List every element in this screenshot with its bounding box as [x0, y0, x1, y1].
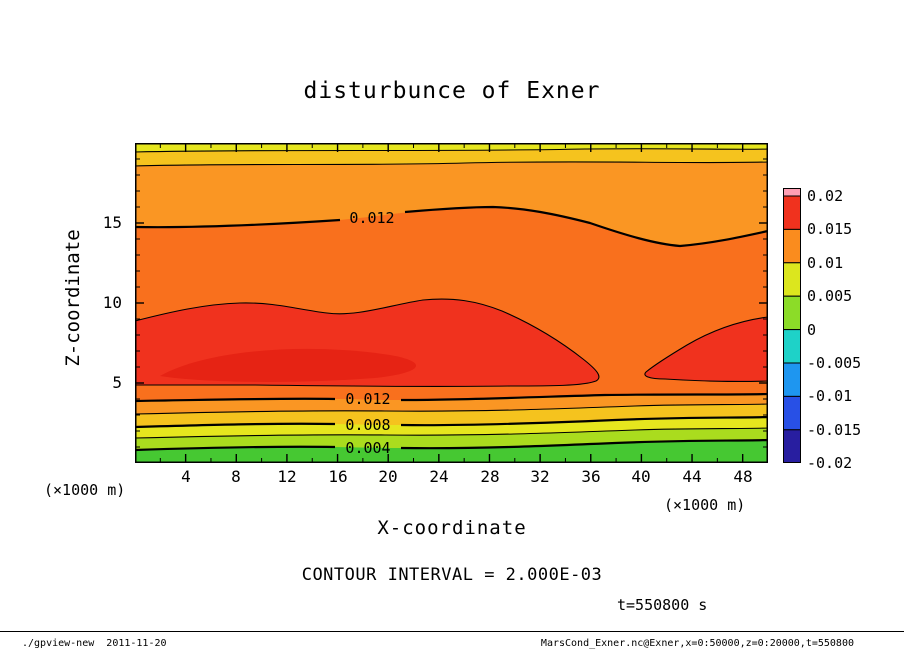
- colorbar-label: 0: [807, 321, 817, 339]
- contour-line-0014-right: [644, 316, 769, 382]
- y-axis-label: Z-coordinate: [62, 229, 84, 367]
- footer-program: ./gpview-new: [22, 638, 95, 649]
- x-tick-label: 8: [231, 467, 241, 486]
- colorbar-segment: [783, 195, 801, 230]
- y-tick-label: 10: [102, 293, 122, 312]
- fill-band-002-004: [135, 440, 768, 463]
- colorbar-label: -0.01: [807, 387, 853, 405]
- plot-title: disturbunce of Exner: [303, 78, 601, 104]
- contour-label-0012-upper: 0.012: [349, 209, 394, 227]
- contour-label-0008: 0.008: [345, 416, 390, 434]
- contour-line-0004-left: [134, 445, 336, 452]
- plot-frame: [135, 143, 768, 463]
- x-tick-label: 12: [277, 467, 297, 486]
- colorbar-segment: [783, 228, 801, 264]
- footer-program-and-date: ./gpview-new 2011-11-20: [22, 638, 167, 649]
- contour-plot-svg: 0.012 0.012 0.008 0.004: [134, 143, 769, 463]
- x-tick-label: 24: [429, 467, 449, 486]
- x-tick-label: 28: [480, 467, 500, 486]
- colorbar-segment: [783, 188, 801, 197]
- y-tick-label: 15: [102, 213, 122, 232]
- contour-interval-note: CONTOUR INTERVAL = 2.000E-03: [301, 565, 603, 585]
- colorbar-label: 0.005: [807, 287, 853, 305]
- contour-lines: [134, 148, 769, 452]
- y-axis-units: (×1000 m): [44, 481, 126, 499]
- contour-line-0012-upper-right: [404, 205, 769, 248]
- contour-line-0008-top: [134, 148, 769, 153]
- colorbar-segment: [783, 362, 801, 397]
- contour-line-0010: [134, 403, 769, 415]
- colorbar-segment: [783, 429, 801, 463]
- contour-line-0010-top: [134, 161, 769, 167]
- footer-bar: ./gpview-new 2011-11-20 MarsCond_Exner.n…: [0, 631, 904, 655]
- fill-red-core-right: [644, 317, 768, 382]
- x-tick-label: 36: [581, 467, 601, 486]
- x-tick-label: 4: [181, 467, 191, 486]
- x-tick-label: 32: [530, 467, 550, 486]
- colorbar-segment: [783, 262, 801, 297]
- colorbar-segment: [783, 395, 801, 431]
- contour-line-0004-right: [400, 438, 769, 450]
- colorbar-label: -0.015: [807, 421, 862, 439]
- contour-line-0012-lower-left: [134, 397, 336, 403]
- x-axis-label: X-coordinate: [377, 517, 527, 539]
- contour-line-0008-left: [134, 422, 336, 429]
- x-tick-label: 44: [682, 467, 702, 486]
- contour-line-0008-right: [400, 415, 769, 427]
- x-axis-units: (×1000 m): [664, 496, 746, 514]
- contour-line-0012-upper-left: [134, 218, 341, 229]
- fill-band-top-006-008: [135, 143, 768, 152]
- x-tick-label: 40: [631, 467, 651, 486]
- colorbar-label: -0.02: [807, 454, 853, 472]
- contour-plot: 0.012 0.012 0.008 0.004: [134, 143, 769, 463]
- y-tick-label: 5: [112, 373, 122, 392]
- colorbar-label: 0.02: [807, 187, 844, 205]
- footer-provenance: MarsCond_Exner.nc@Exner,x=0:50000,z=0:20…: [540, 638, 854, 649]
- x-tick-label: 20: [378, 467, 398, 486]
- colorbar-label: -0.005: [807, 354, 862, 372]
- x-tick-label: 48: [733, 467, 753, 486]
- time-annotation: t=550800 s: [617, 596, 708, 614]
- contour-line-0006: [134, 427, 769, 439]
- colorbar-label: 0.01: [807, 254, 844, 272]
- colorbar-segment: [783, 329, 801, 364]
- contour-label-0004: 0.004: [345, 439, 390, 457]
- colorbar-segment: [783, 295, 801, 331]
- footer-date: 2011-11-20: [106, 638, 167, 649]
- contour-label-0012-lower: 0.012: [345, 390, 390, 408]
- contour-line-0014-left: [134, 298, 600, 387]
- colorbar: [783, 188, 801, 463]
- colorbar-label: 0.015: [807, 220, 853, 238]
- fill-deep-red-core: [160, 348, 417, 382]
- contour-line-0012-lower-right: [400, 392, 769, 402]
- x-tick-label: 16: [328, 467, 348, 486]
